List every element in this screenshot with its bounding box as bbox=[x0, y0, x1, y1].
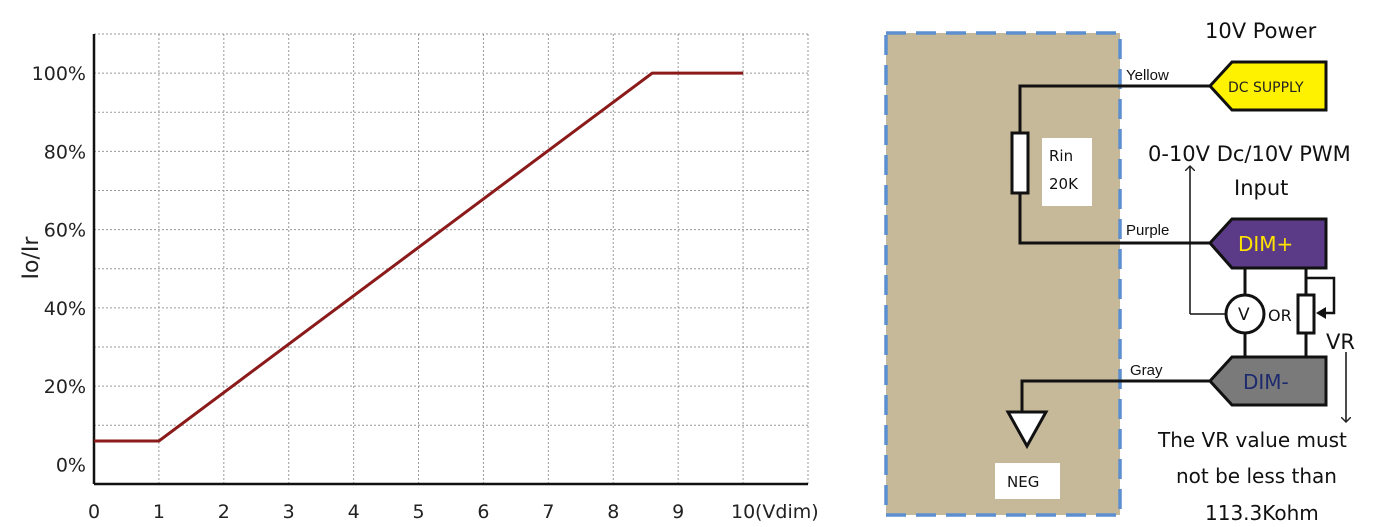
vr-resistor bbox=[1296, 293, 1316, 335]
input-label-line1: 0-10V Dc/10V PWM bbox=[1148, 142, 1351, 166]
note-line2: not be less than bbox=[1176, 464, 1337, 488]
x-tick-labels: 0 1 2 3 4 5 6 7 8 9 10 bbox=[88, 501, 755, 523]
rin-label-box bbox=[1042, 138, 1092, 206]
note-line1: The VR value must bbox=[1157, 428, 1347, 452]
x-tick-label: 5 bbox=[412, 501, 424, 523]
x-tick-label: 3 bbox=[283, 501, 295, 523]
x-tick-label: 6 bbox=[477, 501, 489, 523]
gray-wire-label: Gray bbox=[1130, 362, 1163, 379]
x-tick-label: 0 bbox=[88, 501, 100, 523]
rin-resistor bbox=[1010, 131, 1030, 195]
purple-wire bbox=[1018, 193, 1210, 245]
x-tick-label: 2 bbox=[218, 501, 230, 523]
dc-supply-label: DC SUPPLY bbox=[1228, 80, 1304, 96]
y-tick-label: 0% bbox=[56, 454, 86, 476]
y-tick-label: 80% bbox=[44, 141, 86, 163]
dim-minus-connector bbox=[1207, 355, 1328, 407]
gray-wire bbox=[1020, 379, 1210, 412]
dim-plus-connector bbox=[1207, 217, 1328, 270]
or-label: OR bbox=[1268, 306, 1292, 325]
x-tick-label: 7 bbox=[542, 501, 554, 523]
x-tick-label: 1 bbox=[153, 501, 165, 523]
y-tick-labels: 0% 20% 40% 60% 80% 100% bbox=[32, 63, 86, 476]
x-axis-label: (Vdim) bbox=[755, 501, 819, 523]
purple-wire-label: Purple bbox=[1126, 222, 1169, 239]
y-tick-label: 100% bbox=[32, 63, 86, 85]
voltmeter-label: V bbox=[1238, 305, 1250, 325]
driver-box bbox=[884, 31, 1122, 517]
y-tick-label: 40% bbox=[44, 298, 86, 320]
x-tick-label: 8 bbox=[607, 501, 619, 523]
series-group bbox=[94, 71, 744, 443]
yellow-wire-label: Yellow bbox=[1126, 67, 1169, 84]
yellow-wire bbox=[1018, 84, 1210, 133]
neg-label-box bbox=[995, 463, 1060, 499]
neg-label: NEG bbox=[1007, 473, 1039, 491]
rin-value: 20K bbox=[1049, 175, 1079, 193]
y-tick-label: 20% bbox=[44, 376, 86, 398]
note-line3: 113.3Kohm bbox=[1205, 501, 1319, 525]
dim-plus-label: DIM+ bbox=[1238, 232, 1293, 256]
x-tick-label: 9 bbox=[672, 501, 684, 523]
chart-grid bbox=[94, 33, 809, 484]
ground-icon bbox=[1005, 410, 1049, 450]
y-axis-label: Io/Ir bbox=[19, 236, 44, 280]
dimming-curve-chart: 0% 20% 40% 60% 80% 100% 0 1 2 3 4 5 6 7 8 9 10 (Vdim) I… bbox=[19, 33, 819, 523]
power-label: 10V Power bbox=[1205, 19, 1317, 43]
dim-minus-label: DIM- bbox=[1243, 370, 1289, 394]
vr-label: VR bbox=[1326, 330, 1355, 354]
vr-wiper-arrow bbox=[1316, 307, 1326, 319]
input-label-line2: Input bbox=[1234, 176, 1288, 200]
dc-supply-connector bbox=[1207, 60, 1328, 112]
x-tick-label: 4 bbox=[348, 501, 360, 523]
y-tick-label: 60% bbox=[44, 220, 86, 242]
wiring-diagram: Rin 20K NEG Yellow Purple Gray DC SUPPLY… bbox=[884, 19, 1355, 525]
series-line bbox=[94, 71, 744, 443]
x-tick-label: 10 bbox=[731, 501, 755, 523]
rin-label: Rin bbox=[1049, 147, 1073, 165]
